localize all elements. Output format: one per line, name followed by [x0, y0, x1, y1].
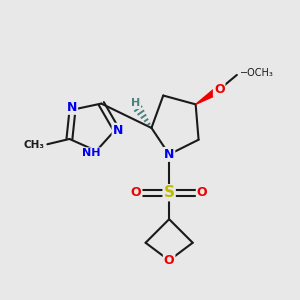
Text: N: N — [164, 148, 174, 161]
Polygon shape — [196, 86, 221, 104]
Text: H: H — [131, 98, 140, 109]
Text: CH₃: CH₃ — [24, 140, 45, 150]
Text: −OCH₃: −OCH₃ — [240, 68, 274, 78]
Text: N: N — [112, 124, 123, 137]
Text: S: S — [164, 185, 175, 200]
Text: O: O — [164, 254, 175, 267]
Text: O: O — [197, 186, 207, 199]
Text: O: O — [131, 186, 142, 199]
Text: O: O — [214, 83, 224, 96]
Text: NH: NH — [82, 148, 100, 158]
Text: N: N — [67, 101, 77, 114]
